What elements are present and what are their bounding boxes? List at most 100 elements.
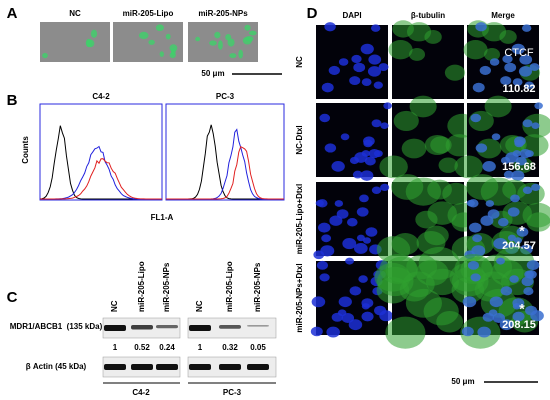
micrograph: [40, 22, 110, 62]
nucleus: [380, 122, 389, 129]
tubulin-signal: [388, 40, 413, 60]
nucleus: [321, 234, 332, 243]
band-ratio: 0.52: [134, 343, 150, 352]
tubulin-signal: [393, 110, 419, 131]
nucleus: [367, 66, 382, 77]
ctcf-value: 156.68: [502, 161, 536, 173]
plot-title: PC-3: [216, 92, 235, 101]
nucleus: [515, 156, 527, 166]
nucleus: [378, 63, 389, 72]
nucleus: [497, 217, 509, 227]
tubulin-signal: [481, 22, 507, 42]
nucleus: [487, 209, 500, 219]
tubulin-signal: [415, 210, 438, 229]
panel-letter: B: [7, 92, 18, 109]
nucleus: [467, 260, 479, 270]
nucleus: [470, 113, 482, 123]
nucleus: [337, 309, 347, 317]
band: [104, 325, 126, 331]
nucleus: [477, 326, 491, 338]
band: [189, 364, 211, 370]
tubulin-signal: [409, 95, 437, 118]
nucleus: [373, 81, 383, 89]
nucleus: [361, 150, 370, 157]
group-label: PC-3: [223, 388, 242, 397]
tubulin-signal: [438, 157, 458, 173]
cell: [148, 39, 155, 45]
cell: [169, 44, 178, 52]
nucleus: [516, 227, 529, 237]
column-label: miR-205-Lipo: [123, 9, 174, 18]
cell: [138, 31, 149, 40]
tubulin-signal: [418, 246, 460, 280]
nucleus: [485, 200, 495, 207]
nucleus: [511, 43, 525, 55]
ctcf-label: CTCF: [504, 47, 534, 59]
ctcf-value: 110.82: [502, 83, 535, 95]
nucleus: [361, 78, 372, 87]
nucleus: [521, 24, 532, 32]
nucleus: [475, 143, 488, 153]
tubulin-signal: [454, 155, 483, 179]
lane-label: NC: [195, 300, 204, 312]
tubulin-signal: [405, 177, 442, 206]
band: [131, 325, 153, 330]
nucleus: [345, 257, 354, 265]
band: [247, 325, 269, 327]
nucleus: [519, 148, 532, 159]
tubulin-signal: [401, 138, 427, 159]
tubulin-signal: [476, 138, 502, 159]
nucleus: [530, 310, 544, 322]
tubulin-signal: [409, 48, 426, 61]
band: [219, 364, 241, 370]
cell: [159, 51, 164, 57]
nucleus: [496, 257, 505, 265]
cell: [227, 38, 235, 47]
nucleus: [370, 24, 381, 32]
ctcf-value: 208.15: [502, 319, 536, 331]
column-label: NC: [69, 9, 81, 18]
nucleus: [503, 170, 514, 179]
nucleus: [513, 237, 522, 244]
plot-title: C4-2: [92, 92, 110, 101]
nucleus: [507, 234, 517, 242]
nucleus: [493, 238, 508, 250]
nucleus: [522, 119, 533, 128]
nucleus: [351, 54, 362, 64]
nucleus: [346, 217, 358, 227]
nucleus: [360, 43, 374, 55]
nucleus: [507, 207, 520, 217]
nucleus: [510, 194, 520, 203]
nucleus: [461, 326, 474, 337]
cell: [209, 40, 217, 46]
lane-label: miR-205-NPs: [162, 262, 171, 312]
band-ratio: 0.05: [250, 343, 266, 352]
cell: [218, 40, 223, 50]
tubulin-signal: [444, 64, 466, 81]
row-label: β Actin (45 kDa): [26, 362, 87, 371]
nucleus: [329, 215, 343, 226]
nucleus: [500, 286, 513, 296]
nucleus: [324, 143, 337, 153]
nucleus: [342, 238, 357, 250]
nucleus: [317, 222, 331, 233]
cell: [238, 49, 244, 59]
band: [104, 364, 126, 370]
nucleus: [319, 113, 331, 123]
nucleus: [324, 22, 336, 32]
panel-letter: D: [307, 5, 318, 22]
cell: [155, 24, 164, 32]
cell: [86, 39, 95, 48]
nucleus: [338, 296, 352, 308]
nucleus: [360, 170, 374, 181]
nucleus: [519, 54, 533, 65]
nucleus: [359, 194, 369, 203]
row-label: NC-Dtxl: [295, 125, 304, 154]
cell: [90, 29, 98, 38]
nucleus: [489, 58, 500, 66]
nucleus: [526, 260, 540, 271]
band-ratio: 0.24: [159, 343, 175, 352]
nucleus: [488, 309, 498, 317]
nucleus: [320, 245, 335, 257]
